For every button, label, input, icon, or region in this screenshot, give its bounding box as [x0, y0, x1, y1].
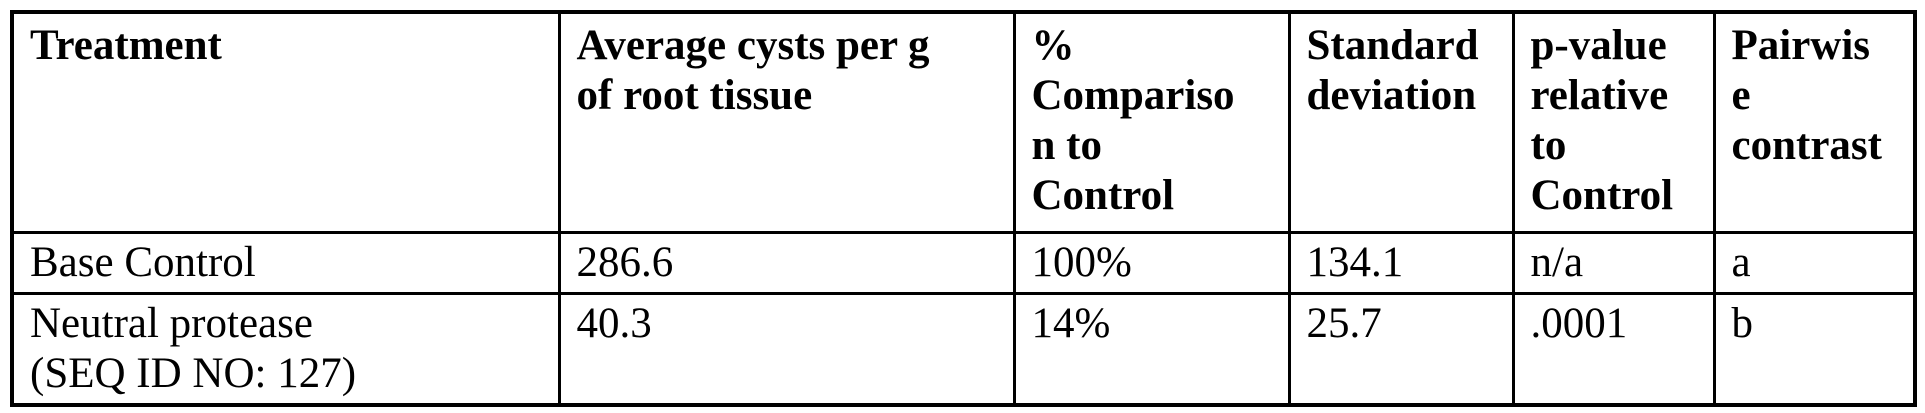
- column-header-p-value: p-value relative to Control: [1511, 10, 1716, 234]
- cell-percent-comparison: 14%: [1012, 291, 1291, 406]
- cell-average-cysts: 40.3: [557, 291, 1016, 406]
- cell-average-cysts: 286.6: [557, 230, 1016, 295]
- table-row-base-control: Base Control 286.6 100% 134.1 n/a a: [10, 230, 1917, 295]
- column-header-percent-comparison: % Compariso n to Control: [1012, 10, 1291, 234]
- cell-standard-deviation: 134.1: [1287, 230, 1515, 295]
- cell-pairwise-contrast: a: [1712, 230, 1917, 295]
- column-header-average-cysts: Average cysts per g of root tissue: [557, 10, 1016, 234]
- cell-treatment: Neutral protease (SEQ ID NO: 127): [10, 291, 561, 406]
- cell-treatment: Base Control: [10, 230, 561, 295]
- header-row: Treatment Average cysts per g of root ti…: [10, 10, 1917, 234]
- column-header-standard-deviation: Standard deviation: [1287, 10, 1515, 234]
- cell-standard-deviation: 25.7: [1287, 291, 1515, 406]
- cell-pairwise-contrast: b: [1712, 291, 1917, 406]
- column-header-treatment: Treatment: [10, 10, 561, 234]
- treatment-results-table: Treatment Average cysts per g of root ti…: [10, 10, 1917, 407]
- table-row-neutral-protease: Neutral protease (SEQ ID NO: 127) 40.3 1…: [10, 291, 1917, 406]
- cell-percent-comparison: 100%: [1012, 230, 1291, 295]
- column-header-pairwise-contrast: Pairwis e contrast: [1712, 10, 1917, 234]
- cell-p-value: .0001: [1511, 291, 1716, 406]
- cell-p-value: n/a: [1511, 230, 1716, 295]
